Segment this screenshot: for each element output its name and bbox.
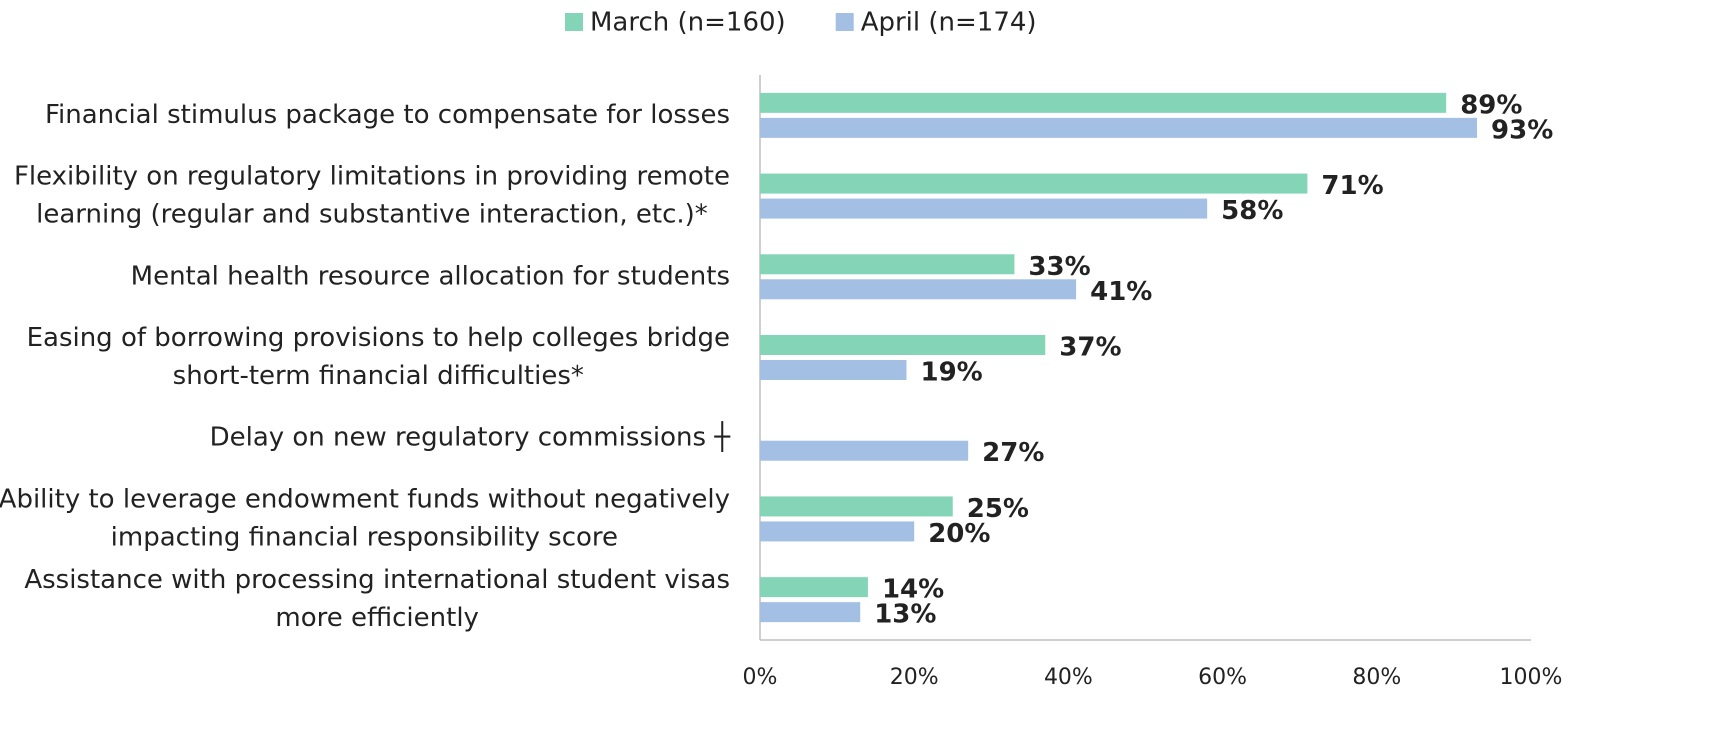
bar (760, 521, 915, 542)
x-tick-label: 0% (743, 665, 778, 690)
legend-swatch (835, 13, 854, 31)
y-tick-label: Flexibility on regulatory limitations in… (14, 162, 730, 192)
legend-label: March (n=160) (590, 8, 786, 38)
data-label: 93% (1491, 115, 1553, 145)
data-label: 19% (920, 358, 982, 388)
bar (760, 92, 1447, 113)
data-label: 20% (928, 519, 990, 549)
bar (760, 254, 1015, 275)
y-tick-label: Mental health resource allocation for st… (131, 261, 730, 291)
bar (760, 602, 861, 623)
y-tick-label: Delay on new regulatory commissions ┼ (210, 421, 731, 453)
data-label: 14% (882, 575, 944, 605)
x-tick-label: 20% (890, 665, 939, 690)
data-label: 58% (1221, 196, 1283, 226)
x-tick-label: 80% (1352, 665, 1401, 690)
x-tick-label: 60% (1198, 665, 1247, 690)
y-tick-label: Easing of borrowing provisions to help c… (27, 323, 730, 353)
legend-label: April (n=174) (861, 8, 1037, 38)
y-tick-label: Financial stimulus package to compensate… (45, 100, 730, 130)
bar (760, 440, 969, 461)
y-tick-label: learning (regular and substantive intera… (36, 200, 708, 230)
bar (760, 279, 1077, 300)
bar (760, 577, 868, 598)
bar (760, 360, 907, 380)
bar (760, 117, 1478, 138)
data-label: 71% (1321, 171, 1383, 201)
bar (760, 496, 953, 517)
data-label: 89% (1460, 90, 1522, 120)
bar (760, 198, 1208, 219)
y-tick-label: Assistance with processing international… (24, 565, 730, 595)
bar (760, 173, 1308, 194)
legend-swatch (565, 13, 583, 31)
y-tick-label: more efficiently (275, 603, 479, 633)
data-label: 41% (1090, 277, 1152, 307)
data-label: 27% (982, 438, 1044, 468)
y-tick-label: short-term financial difficulties* (173, 361, 584, 391)
data-label: 25% (967, 494, 1029, 524)
y-tick-label: impacting financial responsibility score (111, 522, 618, 552)
data-label: 13% (874, 600, 936, 630)
data-label: 37% (1059, 333, 1121, 363)
data-label: 33% (1028, 252, 1090, 282)
bar (760, 335, 1046, 355)
x-tick-label: 40% (1044, 665, 1093, 690)
y-tick-label: Ability to leverage endowment funds with… (0, 484, 730, 514)
x-tick-label: 100% (1500, 665, 1563, 690)
